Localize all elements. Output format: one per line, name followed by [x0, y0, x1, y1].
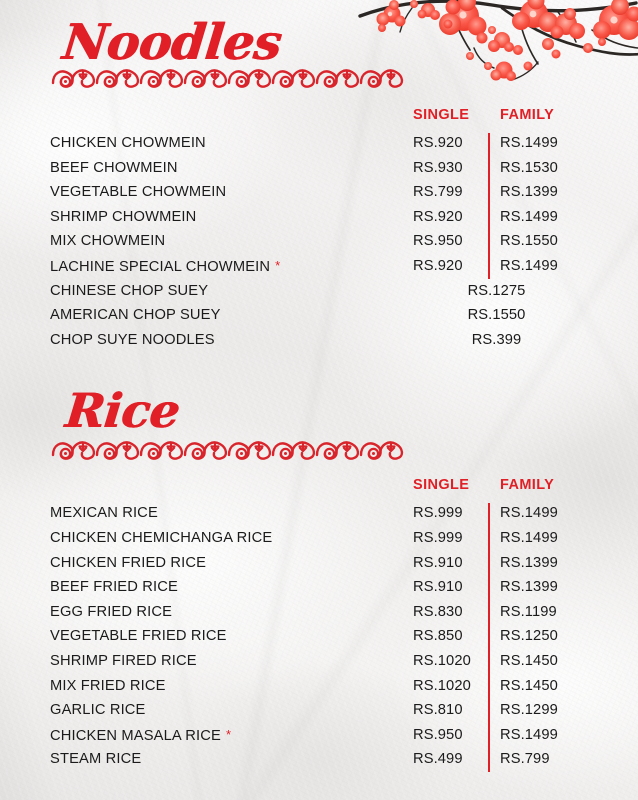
column-divider-rule-noodles	[488, 133, 490, 279]
price-single: RS.830	[413, 603, 463, 620]
price-family: RS.1550	[500, 233, 558, 250]
menu-row[interactable]: CHICKEN CHEMICHANGA RICE RS.999 RS.1499	[50, 526, 594, 551]
menu-row[interactable]: CHINESE CHOP SUEY RS.1275	[50, 279, 594, 304]
price-single: RS.910	[413, 579, 463, 596]
price-single: RS.910	[413, 554, 463, 571]
menu-row[interactable]: BEEF FRIED RICE RS.910 RS.1399	[50, 575, 594, 600]
menu-row[interactable]: CHICKEN CHOWMEIN RS.920 RS.1499	[50, 131, 594, 156]
ornament-divider-rice	[50, 439, 407, 461]
menu-item-name: SHRIMP CHOWMEIN	[50, 208, 197, 225]
special-star-icon: *	[275, 257, 281, 273]
menu-item-name: CHICKEN MASALA RICE	[50, 727, 221, 744]
menu-row[interactable]: CHICKEN MASALA RICE * RS.950 RS.1499	[50, 723, 594, 748]
price-single: RS.799	[413, 184, 463, 201]
column-header-family: FAMILY	[500, 477, 555, 494]
menu-row[interactable]: VEGETABLE FRIED RICE RS.850 RS.1250	[50, 624, 594, 649]
price-single: RS.499	[413, 751, 463, 768]
price-single-span: RS.399	[471, 331, 522, 348]
menu-row[interactable]: MIX CHOWMEIN RS.950 RS.1550	[50, 229, 594, 254]
price-single-span: RS.1550	[467, 307, 526, 324]
price-family: RS.1250	[500, 628, 558, 645]
column-header-family: FAMILY	[500, 107, 555, 123]
menu-row[interactable]: VEGETABLE CHOWMEIN RS.799 RS.1399	[50, 180, 594, 205]
price-family: RS.1499	[500, 208, 558, 225]
price-family: RS.1530	[500, 159, 558, 176]
menu-item-name: VEGETABLE FRIED RICE	[50, 628, 227, 645]
menu-item-name: EGG FRIED RICE	[50, 603, 173, 620]
menu-item-name: LACHINE SPECIAL CHOWMEIN	[50, 258, 271, 275]
menu-row[interactable]: STEAM RICE RS.499 RS.799	[50, 747, 594, 772]
price-family: RS.1199	[500, 603, 557, 620]
price-single: RS.999	[413, 505, 463, 522]
price-family: RS.1499	[500, 505, 558, 522]
column-divider-rule-rice	[488, 503, 490, 772]
price-single: RS.850	[413, 628, 463, 645]
price-family: RS.1499	[500, 135, 558, 151]
price-single: RS.920	[413, 257, 463, 274]
menu-item-name: STEAM RICE	[50, 751, 142, 768]
price-family: RS.1450	[500, 652, 558, 669]
price-family: RS.1399	[500, 554, 558, 571]
menu-item-name: CHINESE CHOP SUEY	[50, 282, 209, 299]
menu-row[interactable]: CHOP SUYE NOODLES RS.399	[50, 328, 594, 353]
price-single-span: RS.1275	[467, 282, 526, 299]
menu-row[interactable]: SHRIMP FIRED RICE RS.1020 RS.1450	[50, 649, 594, 674]
price-family: RS.1399	[500, 579, 558, 596]
price-single: RS.999	[413, 529, 463, 546]
price-single: RS.1020	[413, 677, 471, 694]
menu-item-name: CHICKEN FRIED RICE	[50, 554, 207, 571]
column-header-single: SINGLE	[413, 477, 470, 494]
price-column-headers-noodles: SINGLE FAMILY	[50, 107, 594, 131]
price-family: RS.1499	[500, 257, 558, 274]
menu-row[interactable]: BEEF CHOWMEIN RS.930 RS.1530	[50, 156, 594, 181]
price-family: RS.1499	[500, 726, 558, 743]
menu-item-name: MIX CHOWMEIN	[50, 233, 166, 250]
menu-item-name: CHICKEN CHEMICHANGA RICE	[50, 529, 273, 546]
price-family: RS.1299	[500, 702, 558, 719]
menu-rows-noodles: CHICKEN CHOWMEIN RS.920 RS.1499 BEEF CHOWME…	[50, 131, 594, 352]
price-single: RS.920	[413, 135, 463, 151]
menu-row[interactable]: LACHINE SPECIAL CHOWMEIN * RS.920 RS.1499	[50, 254, 594, 279]
price-single: RS.950	[413, 233, 463, 250]
menu-rows-rice: MEXICAN RICE RS.999 RS.1499 CHICKEN CHEMICH…	[50, 501, 594, 772]
menu-row[interactable]: CHICKEN FRIED RICE RS.910 RS.1399	[50, 551, 594, 576]
column-header-single: SINGLE	[413, 107, 470, 123]
menu-section-noodles: Noodles	[50, 0, 594, 352]
menu-item-name: SHRIMP FIRED RICE	[50, 652, 197, 669]
price-single: RS.930	[413, 159, 463, 176]
menu-row[interactable]: MIX FRIED RICE RS.1020 RS.1450	[50, 674, 594, 699]
special-star-icon: *	[225, 726, 232, 742]
price-family: RS.1450	[500, 677, 558, 694]
price-family: RS.1399	[500, 184, 558, 201]
menu-item-name: BEEF CHOWMEIN	[50, 159, 178, 176]
menu-item-name: BEEF FRIED RICE	[50, 579, 178, 596]
section-title-rice: Rice	[63, 384, 183, 440]
price-single: RS.950	[413, 726, 463, 743]
menu-item-name: AMERICAN CHOP SUEY	[50, 307, 221, 324]
price-single: RS.810	[413, 702, 463, 719]
menu-row[interactable]: SHRIMP CHOWMEIN RS.920 RS.1499	[50, 205, 594, 230]
price-single: RS.920	[413, 208, 463, 225]
price-single: RS.1020	[413, 652, 471, 669]
menu-row[interactable]: AMERICAN CHOP SUEY RS.1550	[50, 303, 594, 328]
menu-item-name: GARLIC RICE	[50, 702, 146, 719]
price-column-headers-rice: SINGLE FAMILY	[50, 477, 594, 501]
menu-item-name: MIX FRIED RICE	[50, 677, 166, 694]
menu-row[interactable]: MEXICAN RICE RS.999 RS.1499	[50, 501, 594, 526]
menu-item-name: CHICKEN CHOWMEIN	[50, 135, 206, 151]
menu-item-name: VEGETABLE CHOWMEIN	[50, 184, 227, 201]
menu-row[interactable]: EGG FRIED RICE RS.830 RS.1199	[50, 600, 594, 625]
menu-item-name: MEXICAN RICE	[50, 505, 158, 522]
price-family: RS.1499	[500, 529, 558, 546]
price-family: RS.799	[500, 751, 550, 768]
menu-row[interactable]: GARLIC RICE RS.810 RS.1299	[50, 698, 594, 723]
menu-item-name: CHOP SUYE NOODLES	[50, 331, 215, 348]
section-title-noodles: Noodles	[60, 13, 285, 71]
menu-section-rice: Rice SINGLE FAMIL	[50, 384, 594, 772]
